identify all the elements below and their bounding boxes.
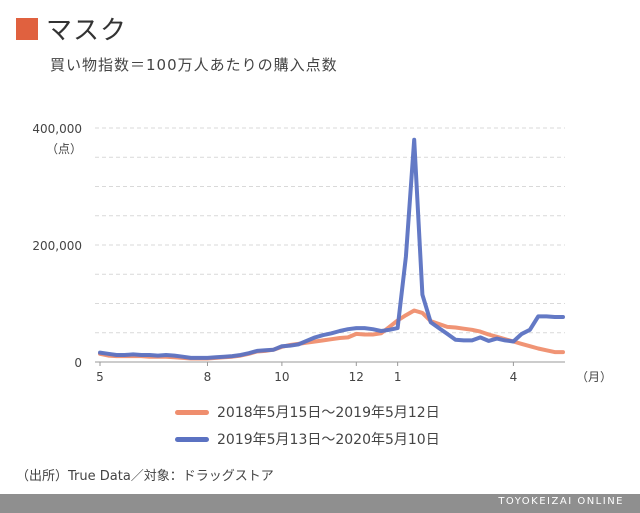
- footer-brand: TOYOKEIZAI ONLINE: [498, 496, 624, 507]
- legend-swatch-2018: [175, 409, 209, 415]
- legend-item-2018: 2018年5月15日～2019年5月12日: [175, 402, 440, 422]
- x-tick-label: 10: [274, 370, 289, 384]
- y-tick-label: 0: [74, 356, 82, 370]
- y-unit-label: （点）: [46, 142, 82, 156]
- legend-label-2018: 2018年5月15日～2019年5月12日: [217, 405, 440, 421]
- x-tick-label: 5: [96, 370, 104, 384]
- x-tick-label: 4: [510, 370, 518, 384]
- legend-label-2019: 2019年5月13日～2020年5月10日: [217, 432, 440, 448]
- footer-bar: TOYOKEIZAI ONLINE: [0, 494, 640, 513]
- y-tick-label: 200,000: [32, 239, 82, 253]
- x-unit-label: （月）: [576, 370, 612, 384]
- chart-subtitle: 買い物指数＝100万人あたりの購入点数: [50, 56, 338, 74]
- legend-swatch-2019: [175, 436, 209, 442]
- x-tick-label: 1: [394, 370, 402, 384]
- chart-title: マスク: [46, 16, 128, 46]
- title-marker-icon: [16, 17, 38, 40]
- series-line-1: [98, 137, 565, 360]
- x-tick-label: 8: [204, 370, 212, 384]
- x-tick-label: 12: [349, 370, 364, 384]
- legend-item-2019: 2019年5月13日～2020年5月10日: [175, 429, 440, 449]
- source-note: （出所）True Data／対象：ドラッグストア: [16, 469, 274, 484]
- title-block: マスク: [16, 10, 127, 47]
- y-tick-label: 400,000: [32, 122, 82, 136]
